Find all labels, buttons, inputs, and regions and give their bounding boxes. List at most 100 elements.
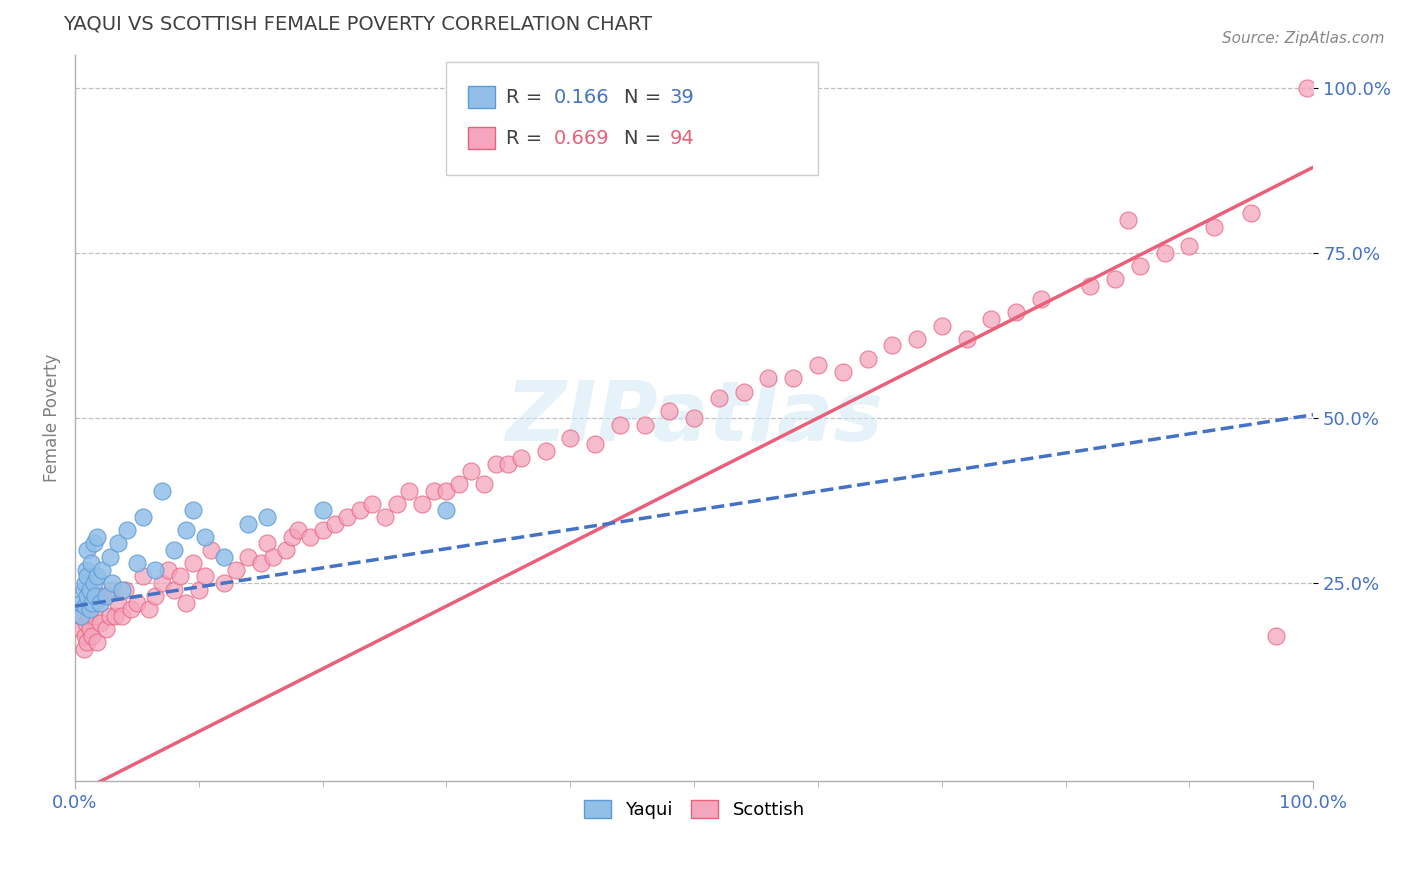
Point: [436, 503, 458, 517]
Point: [83, 609, 105, 624]
Point: [176, 596, 198, 610]
Point: [274, 543, 297, 558]
Point: [125, 596, 148, 610]
Point: [374, 510, 396, 524]
Point: [856, 351, 879, 366]
Point: [80, 596, 103, 610]
Point: [287, 523, 309, 537]
Point: [91, 563, 114, 577]
Point: [1080, 279, 1102, 293]
Point: [70, 609, 93, 624]
FancyBboxPatch shape: [447, 62, 818, 175]
Point: [758, 371, 780, 385]
Point: [583, 437, 606, 451]
Point: [73, 576, 96, 591]
Point: [609, 417, 631, 432]
Point: [534, 444, 557, 458]
Point: [145, 589, 167, 603]
Point: [86, 635, 108, 649]
Point: [94, 622, 117, 636]
Point: [163, 543, 186, 558]
Point: [256, 510, 278, 524]
Point: [101, 582, 124, 597]
Point: [707, 391, 730, 405]
Point: [238, 516, 260, 531]
Text: ZIPatlas: ZIPatlas: [505, 377, 883, 458]
Point: [73, 629, 96, 643]
Point: [176, 523, 198, 537]
Point: [83, 576, 105, 591]
Point: [79, 622, 101, 636]
Point: [79, 602, 101, 616]
Text: R =: R =: [506, 87, 548, 107]
Point: [76, 589, 98, 603]
Point: [683, 411, 706, 425]
Point: [187, 582, 209, 597]
Point: [1116, 213, 1139, 227]
Point: [194, 569, 217, 583]
Text: 0.166: 0.166: [554, 87, 610, 107]
Point: [498, 457, 520, 471]
Point: [882, 338, 904, 352]
Point: [194, 530, 217, 544]
Point: [107, 536, 129, 550]
Point: [361, 497, 384, 511]
Point: [145, 563, 167, 577]
Point: [181, 503, 204, 517]
Point: [73, 582, 96, 597]
Point: [225, 563, 247, 577]
Point: [70, 622, 93, 636]
Point: [150, 483, 173, 498]
Point: [83, 536, 105, 550]
Point: [94, 589, 117, 603]
Point: [70, 596, 93, 610]
Point: [955, 332, 977, 346]
Point: [132, 510, 155, 524]
Point: [1104, 272, 1126, 286]
Point: [132, 569, 155, 583]
Text: 94: 94: [669, 129, 695, 148]
Point: [181, 556, 204, 570]
Y-axis label: Female Poverty: Female Poverty: [44, 354, 60, 483]
Point: [111, 582, 134, 597]
Point: [76, 543, 98, 558]
Legend: Yaqui, Scottish: Yaqui, Scottish: [576, 793, 811, 826]
Point: [82, 629, 104, 643]
Point: [1153, 246, 1175, 260]
Point: [83, 596, 105, 610]
Point: [807, 358, 830, 372]
Point: [323, 516, 346, 531]
Point: [212, 549, 235, 564]
Point: [299, 530, 322, 544]
Text: Source: ZipAtlas.com: Source: ZipAtlas.com: [1222, 31, 1385, 46]
Point: [73, 599, 96, 613]
Point: [1029, 292, 1052, 306]
Point: [423, 483, 446, 498]
Point: [385, 497, 408, 511]
Point: [311, 523, 333, 537]
Point: [633, 417, 655, 432]
Text: 0.669: 0.669: [554, 129, 610, 148]
Point: [256, 536, 278, 550]
Point: [72, 609, 94, 624]
Point: [89, 596, 111, 610]
Point: [447, 477, 470, 491]
Point: [91, 589, 114, 603]
Point: [460, 464, 482, 478]
Text: N =: N =: [624, 87, 666, 107]
Point: [411, 497, 433, 511]
FancyBboxPatch shape: [468, 86, 495, 108]
Text: 39: 39: [669, 87, 695, 107]
Point: [163, 582, 186, 597]
Point: [86, 530, 108, 544]
Point: [436, 483, 458, 498]
Point: [1296, 81, 1319, 95]
FancyBboxPatch shape: [468, 127, 495, 149]
Point: [311, 503, 333, 517]
Point: [111, 609, 134, 624]
Point: [77, 609, 100, 624]
Point: [114, 582, 136, 597]
Text: YAQUI VS SCOTTISH FEMALE POVERTY CORRELATION CHART: YAQUI VS SCOTTISH FEMALE POVERTY CORRELA…: [63, 15, 652, 34]
Point: [200, 543, 222, 558]
Point: [101, 576, 124, 591]
